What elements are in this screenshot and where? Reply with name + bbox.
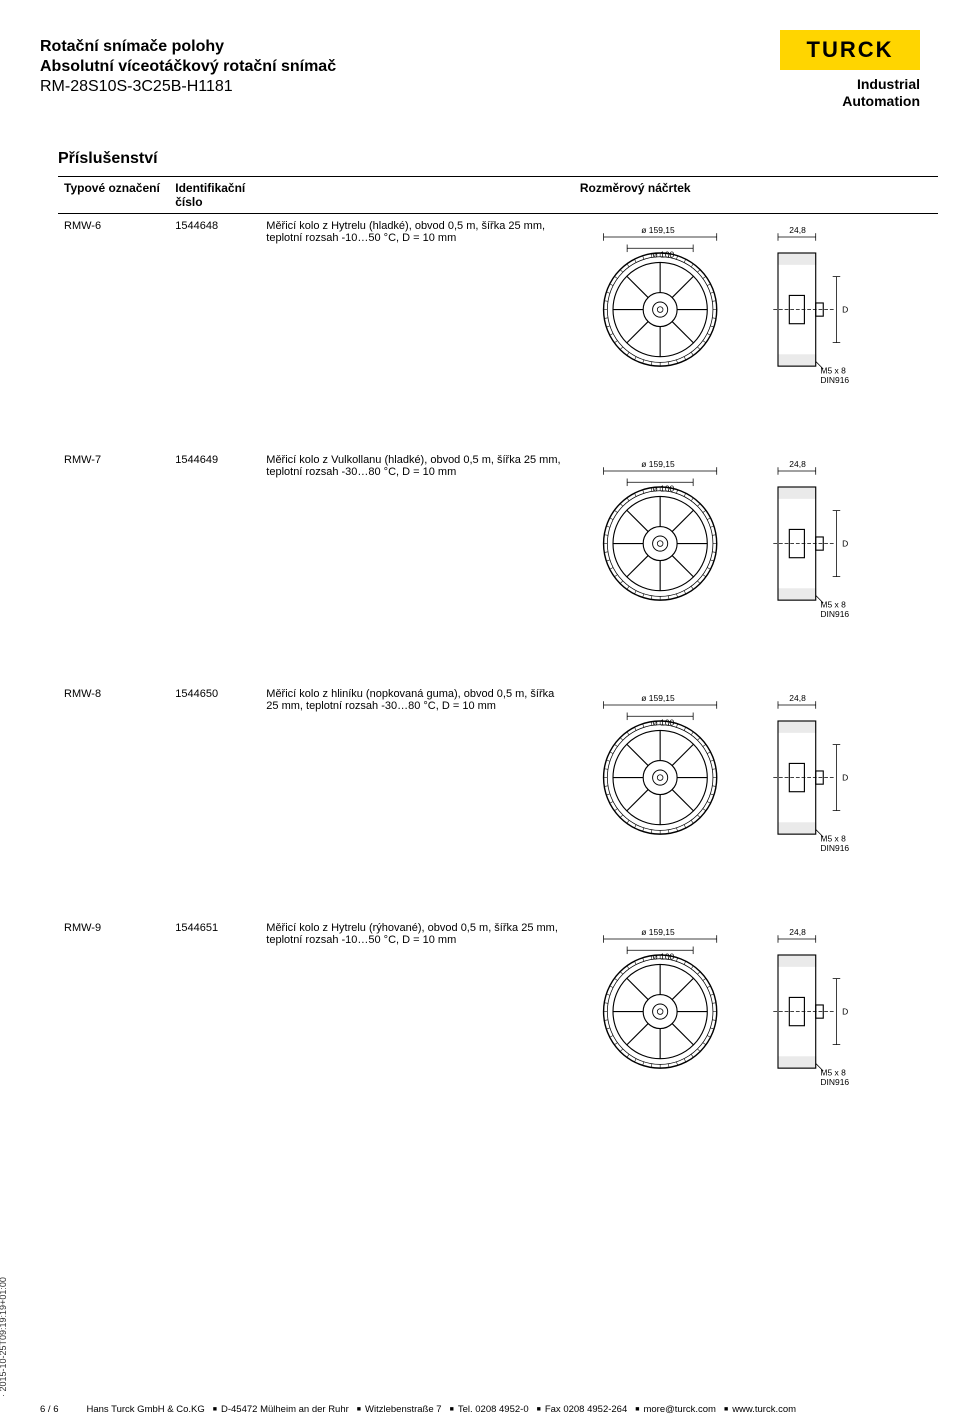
- table-row: RMW-9 1544651 Měřicí kolo z Hytrelu (rýh…: [58, 916, 938, 950]
- svg-text:DIN916: DIN916: [820, 843, 849, 853]
- cell-drawing: ø 159,15 ø 100 24,8: [574, 448, 938, 682]
- tagline-1: Industrial: [857, 76, 920, 92]
- wheel-drawing-icon: ø 159,15 ø 100 24,8: [580, 220, 910, 385]
- tagline-2: Automation: [842, 93, 920, 109]
- svg-text:DIN916: DIN916: [820, 1077, 849, 1087]
- svg-text:DIN916: DIN916: [820, 609, 849, 619]
- cell-desc: Měřicí kolo z Hytrelu (rýhované), obvod …: [260, 916, 574, 950]
- accessories-table: Typové označení Identifikační číslo Rozm…: [58, 176, 938, 1150]
- footer-email: more@turck.com: [631, 1404, 716, 1415]
- header-titles: Rotační snímače polohy Absolutní víceotá…: [40, 30, 336, 96]
- logo-text: TURCK: [807, 37, 894, 63]
- cell-type: RMW-7: [58, 448, 169, 482]
- svg-text:D: D: [842, 1006, 848, 1016]
- cell-drawing: ø 159,15 ø 100 24,8: [574, 916, 938, 1150]
- table-row: RMW-6 1544648 Měřicí kolo z Hytrelu (hla…: [58, 213, 938, 248]
- title-line-3: RM-28S10S-3C25B-H1181: [40, 78, 336, 96]
- section-title-accessories: Příslušenství: [40, 150, 920, 168]
- svg-text:24,8: 24,8: [789, 459, 806, 469]
- svg-text:D: D: [842, 538, 848, 548]
- svg-text:24,8: 24,8: [789, 927, 806, 937]
- footer-page: 6 / 6: [40, 1404, 59, 1415]
- footer-tel: Tel. 0208 4952-0: [446, 1404, 529, 1415]
- cell-drawing: ø 159,15 ø 100 24,8: [574, 213, 938, 448]
- footer-street: Witzlebenstraße 7: [353, 1404, 442, 1415]
- footer-web: www.turck.com: [720, 1404, 796, 1415]
- page-header: Rotační snímače polohy Absolutní víceotá…: [40, 30, 920, 110]
- col-header-id: Identifikační číslo: [169, 176, 260, 213]
- table-head: Typové označení Identifikační číslo Rozm…: [58, 176, 938, 213]
- svg-text:24,8: 24,8: [789, 693, 806, 703]
- cell-type: RMW-8: [58, 682, 169, 716]
- svg-text:ø 159,15: ø 159,15: [641, 927, 675, 937]
- col-header-id-line1: Identifikační: [175, 181, 245, 195]
- wheel-drawing-icon: ø 159,15 ø 100 24,8: [580, 688, 910, 853]
- svg-text:ø 159,15: ø 159,15: [641, 225, 675, 235]
- title-line-1: Rotační snímače polohy: [40, 38, 336, 56]
- svg-text:D: D: [842, 304, 848, 314]
- cell-id: 1544649: [169, 448, 260, 482]
- col-header-desc: [260, 176, 574, 213]
- footer-company: Hans Turck GmbH & Co.KG: [87, 1404, 205, 1415]
- table-body: RMW-6 1544648 Měřicí kolo z Hytrelu (hla…: [58, 213, 938, 1150]
- table-row: RMW-7 1544649 Měřicí kolo z Vulkollanu (…: [58, 448, 938, 482]
- wheel-drawing-icon: ø 159,15 ø 100 24,8: [580, 922, 910, 1087]
- col-header-id-line2: číslo: [175, 195, 202, 209]
- col-header-drawing: Rozměrový náčrtek: [574, 176, 938, 213]
- cell-drawing: ø 159,15 ø 100 24,8: [574, 682, 938, 916]
- cell-id: 1544651: [169, 916, 260, 950]
- cell-type: RMW-9: [58, 916, 169, 950]
- cell-desc: Měřicí kolo z Vulkollanu (hladké), obvod…: [260, 448, 574, 482]
- title-line-2: Absolutní víceotáčkový rotační snímač: [40, 58, 336, 76]
- svg-text:ø 159,15: ø 159,15: [641, 459, 675, 469]
- table-row: RMW-8 1544650 Měřicí kolo z hliníku (nop…: [58, 682, 938, 716]
- cell-type: RMW-6: [58, 213, 169, 248]
- col-header-type: Typové označení: [58, 176, 169, 213]
- cell-desc: Měřicí kolo z hliníku (nopkovaná guma), …: [260, 682, 574, 716]
- footer-fax: Fax 0208 4952-264: [533, 1404, 628, 1415]
- svg-text:24,8: 24,8: [789, 225, 806, 235]
- cell-id: 1544648: [169, 213, 260, 248]
- svg-text:DIN916: DIN916: [820, 375, 849, 385]
- wheel-drawing-icon: ø 159,15 ø 100 24,8: [580, 454, 910, 619]
- svg-text:ø 159,15: ø 159,15: [641, 693, 675, 703]
- turck-logo: TURCK: [780, 30, 920, 70]
- footer-addr: D-45472 Mülheim an der Ruhr: [209, 1404, 349, 1415]
- side-timestamp: · 2015-10-25T09:19:19+01:00: [0, 1277, 8, 1397]
- header-brand: TURCK Industrial Automation: [780, 30, 920, 110]
- page-footer: 6 / 6 Hans Turck GmbH & Co.KG D-45472 Mü…: [40, 1404, 920, 1415]
- brand-tagline: Industrial Automation: [780, 76, 920, 110]
- cell-desc: Měřicí kolo z Hytrelu (hladké), obvod 0,…: [260, 213, 574, 248]
- svg-text:D: D: [842, 772, 848, 782]
- cell-id: 1544650: [169, 682, 260, 716]
